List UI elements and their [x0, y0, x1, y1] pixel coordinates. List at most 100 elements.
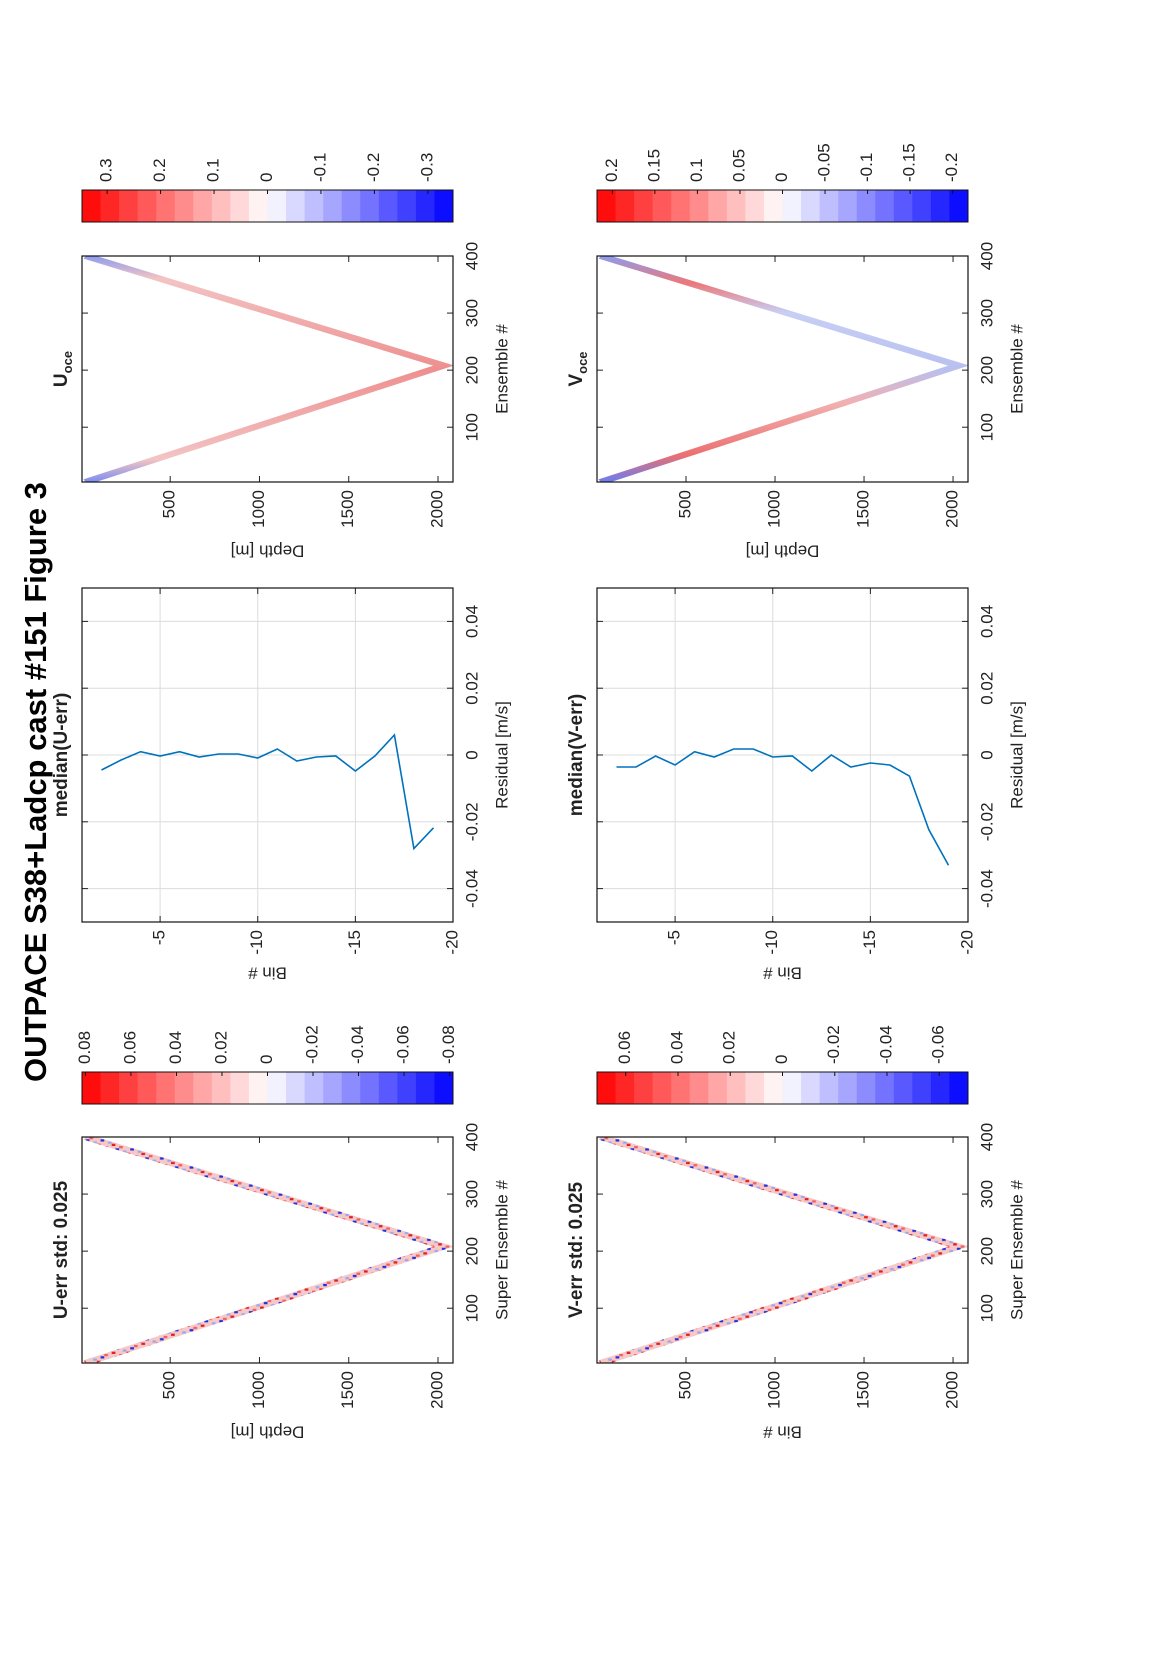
colorbar-segment — [689, 190, 709, 222]
x-tick-label: 0.02 — [977, 672, 996, 705]
x-tick-label: 400 — [977, 1123, 996, 1151]
colorbar-tick-label: 0 — [257, 1055, 276, 1064]
title-main: V — [566, 374, 587, 387]
colorbar-segment — [100, 1072, 120, 1104]
colorbar-tick-label: 0.3 — [97, 158, 116, 182]
colorbar-tick-label: -0.06 — [394, 1025, 413, 1064]
colorbar-tick-label: 0.1 — [204, 158, 223, 182]
colorbar-segment — [708, 1072, 728, 1104]
colorbar-segment — [689, 1072, 709, 1104]
y-tick-label: -15 — [345, 930, 364, 955]
y-tick-label: 500 — [675, 1371, 694, 1399]
colorbar-segment — [119, 190, 139, 222]
colorbar-segment — [652, 190, 672, 222]
colorbar-segment — [137, 1072, 157, 1104]
colorbar-segment — [304, 1072, 324, 1104]
colorbar-segment — [763, 1072, 784, 1104]
colorbar-segment — [156, 1072, 176, 1104]
x-tick-label: 0.02 — [462, 672, 481, 705]
colorbar-segment — [193, 190, 213, 222]
colorbar-segment — [434, 190, 454, 222]
pseudocolor-image — [83, 256, 453, 482]
title-main: U — [51, 373, 72, 387]
colorbar-segment — [634, 190, 654, 222]
colorbar-segment — [211, 1072, 231, 1104]
colorbar-segment — [360, 1072, 380, 1104]
colorbar-tick-label: 0.2 — [602, 158, 621, 182]
y-tick-label: -5 — [665, 930, 684, 945]
colorbar-segment — [912, 1072, 932, 1104]
colorbar-segment — [745, 190, 765, 222]
y-tick-label: 2000 — [943, 490, 962, 528]
axes-frame — [596, 255, 969, 483]
colorbar-segment — [193, 1072, 213, 1104]
colorbar-tick-label: 0.04 — [166, 1031, 185, 1064]
pseudocolor-image — [598, 256, 968, 482]
colorbar-segment — [397, 1072, 417, 1104]
x-tick-label: 200 — [462, 1237, 481, 1265]
y-tick-label: 1000 — [249, 1371, 268, 1409]
x-tick-label: -0.04 — [977, 869, 996, 908]
colorbar-segment — [360, 190, 380, 222]
colorbar-segment — [856, 190, 876, 222]
panel-title: median(U-err) — [51, 693, 72, 818]
colorbar-segment — [949, 1072, 969, 1104]
x-axis-label: Super Ensemble # — [1007, 1180, 1026, 1320]
x-tick-label: 100 — [462, 413, 481, 441]
panel-title: V-err std: 0.025 — [566, 1181, 587, 1318]
colorbar-segment — [230, 190, 250, 222]
colorbar-segment — [671, 1072, 691, 1104]
colorbar-tick-label: -0.05 — [815, 143, 834, 182]
colorbar-segment — [341, 1072, 361, 1104]
colorbar-tick-label: -0.3 — [417, 153, 436, 182]
y-tick-label: -20 — [442, 930, 461, 955]
colorbar-tick-label: 0.1 — [687, 158, 706, 182]
colorbar-tick-label: 0 — [772, 173, 791, 182]
colorbar-tick-label: 0 — [257, 173, 276, 182]
colorbar-tick-label: -0.1 — [857, 153, 876, 182]
colorbar-tick-label: 0.05 — [729, 149, 748, 182]
figure-title: OUTPACE S38+Ladcp cast #151 Figure 3 — [18, 482, 53, 1082]
y-tick-label: 1000 — [765, 1371, 784, 1409]
colorbar-segment — [119, 1072, 139, 1104]
colorbar-tick-label: -0.04 — [876, 1025, 895, 1064]
colorbar-tick-label: -0.04 — [348, 1025, 367, 1064]
y-tick-label: 1500 — [338, 490, 357, 528]
title-subscript: oce — [575, 351, 590, 373]
axes-frame — [81, 1136, 454, 1364]
y-tick-label: 2000 — [427, 1371, 446, 1409]
colorbar-segment — [801, 190, 821, 222]
x-tick-label: 400 — [462, 242, 481, 270]
colorbar-segment — [82, 1072, 102, 1104]
colorbar-tick-label: 0 — [772, 1055, 791, 1064]
colorbar-segment — [397, 190, 417, 222]
profile-track — [83, 256, 453, 482]
title-subscript: oce — [60, 351, 75, 373]
y-tick-label: 2000 — [943, 1371, 962, 1409]
profile-track — [83, 1137, 453, 1363]
colorbar-segment — [378, 1072, 398, 1104]
y-axis-label: Depth [m] — [746, 542, 820, 561]
colorbar-segment — [949, 190, 969, 222]
colorbar-segment — [671, 190, 691, 222]
x-tick-label: 400 — [462, 1123, 481, 1151]
colorbar-segment — [615, 1072, 635, 1104]
axes-background — [82, 256, 453, 482]
colorbar-tick-label: 0.02 — [211, 1031, 230, 1064]
x-axis-label: Residual [m/s] — [492, 701, 511, 809]
colorbar-tick-label: -0.15 — [900, 143, 919, 182]
colorbar-tick-label: -0.02 — [824, 1025, 843, 1064]
y-tick-label: 2000 — [427, 490, 446, 528]
colorbar-segment — [652, 1072, 672, 1104]
profile-track — [598, 256, 968, 482]
colorbar-segment — [304, 190, 324, 222]
y-tick-label: -10 — [762, 930, 781, 955]
colorbar-segment — [708, 190, 728, 222]
colorbar-tick-label: 0.08 — [75, 1031, 94, 1064]
colorbar-segment — [267, 1072, 287, 1104]
colorbar-segment — [174, 1072, 194, 1104]
colorbar-tick-label: 0.06 — [120, 1031, 139, 1064]
colorbar-segment — [174, 190, 194, 222]
